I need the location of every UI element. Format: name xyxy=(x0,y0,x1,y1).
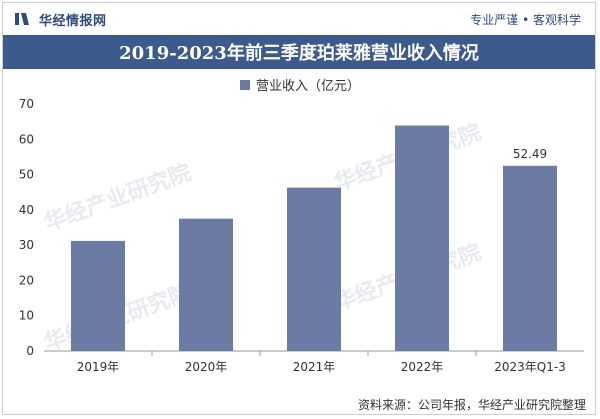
x-tick-label: 2023年Q1-3 xyxy=(494,360,566,374)
y-tick-label: 60 xyxy=(19,132,34,146)
x-tick-label: 2021年 xyxy=(293,360,336,374)
legend-swatch xyxy=(239,79,250,90)
chart-title-bar: 2019-2023年前三季度珀莱雅营业收入情况 xyxy=(3,35,595,69)
y-tick-label: 30 xyxy=(19,238,34,252)
chart-title: 2019-2023年前三季度珀莱雅营业收入情况 xyxy=(119,43,479,64)
brand-name: 华经情报网 xyxy=(39,13,107,29)
bar xyxy=(179,218,233,351)
y-tick-label: 20 xyxy=(19,273,34,287)
x-tick-label: 2019年 xyxy=(77,360,120,374)
top-bar: 华经情报网 专业严谨 • 客观科学 xyxy=(3,3,595,35)
brand: 华经情报网 xyxy=(15,10,107,29)
legend: 营业收入（亿元） xyxy=(0,75,600,94)
x-tick-label: 2022年 xyxy=(401,360,444,374)
x-tick-label: 2020年 xyxy=(185,360,228,374)
y-tick-label: 50 xyxy=(19,168,34,182)
y-tick-label: 70 xyxy=(19,97,34,111)
bar xyxy=(287,187,341,351)
bar xyxy=(503,165,557,351)
slogan: 专业严谨 • 客观科学 xyxy=(470,12,581,27)
source-note: 资料来源：公司年报，华经产业研究院整理 xyxy=(357,398,586,412)
y-tick-label: 10 xyxy=(19,309,34,323)
bar xyxy=(395,125,449,351)
data-label: 52.49 xyxy=(513,147,547,161)
y-tick-label: 0 xyxy=(26,344,34,358)
bar xyxy=(71,240,125,351)
y-tick-label: 40 xyxy=(19,203,34,217)
logo-icon xyxy=(15,13,29,25)
legend-label: 营业收入（亿元） xyxy=(255,79,360,94)
